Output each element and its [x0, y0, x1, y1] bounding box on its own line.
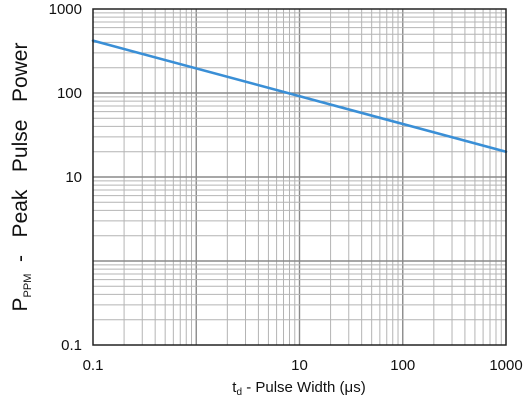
- x-axis-label: td - Pulse Width (μs): [232, 379, 365, 398]
- plot-frame: [92, 8, 507, 346]
- x-tick-label: 100: [390, 357, 415, 374]
- y-tick-label: 10: [65, 169, 82, 186]
- x-tick-label: 0.1: [83, 357, 104, 374]
- y-axis-label: PPPM - Peak Pulse Power: [9, 43, 34, 312]
- y-tick-label: 1000: [49, 1, 82, 18]
- tick-labels: 0.1 10 100 1000 0.1 10 100 1000: [49, 1, 523, 374]
- y-tick-label: 0.1: [61, 337, 82, 354]
- grid-lines: [93, 9, 506, 345]
- x-tick-label: 1000: [489, 357, 522, 374]
- series-line: [91, 39, 508, 154]
- y-tick-label: 100: [57, 85, 82, 102]
- series-layer: [91, 39, 508, 154]
- x-tick-label: 10: [291, 357, 308, 374]
